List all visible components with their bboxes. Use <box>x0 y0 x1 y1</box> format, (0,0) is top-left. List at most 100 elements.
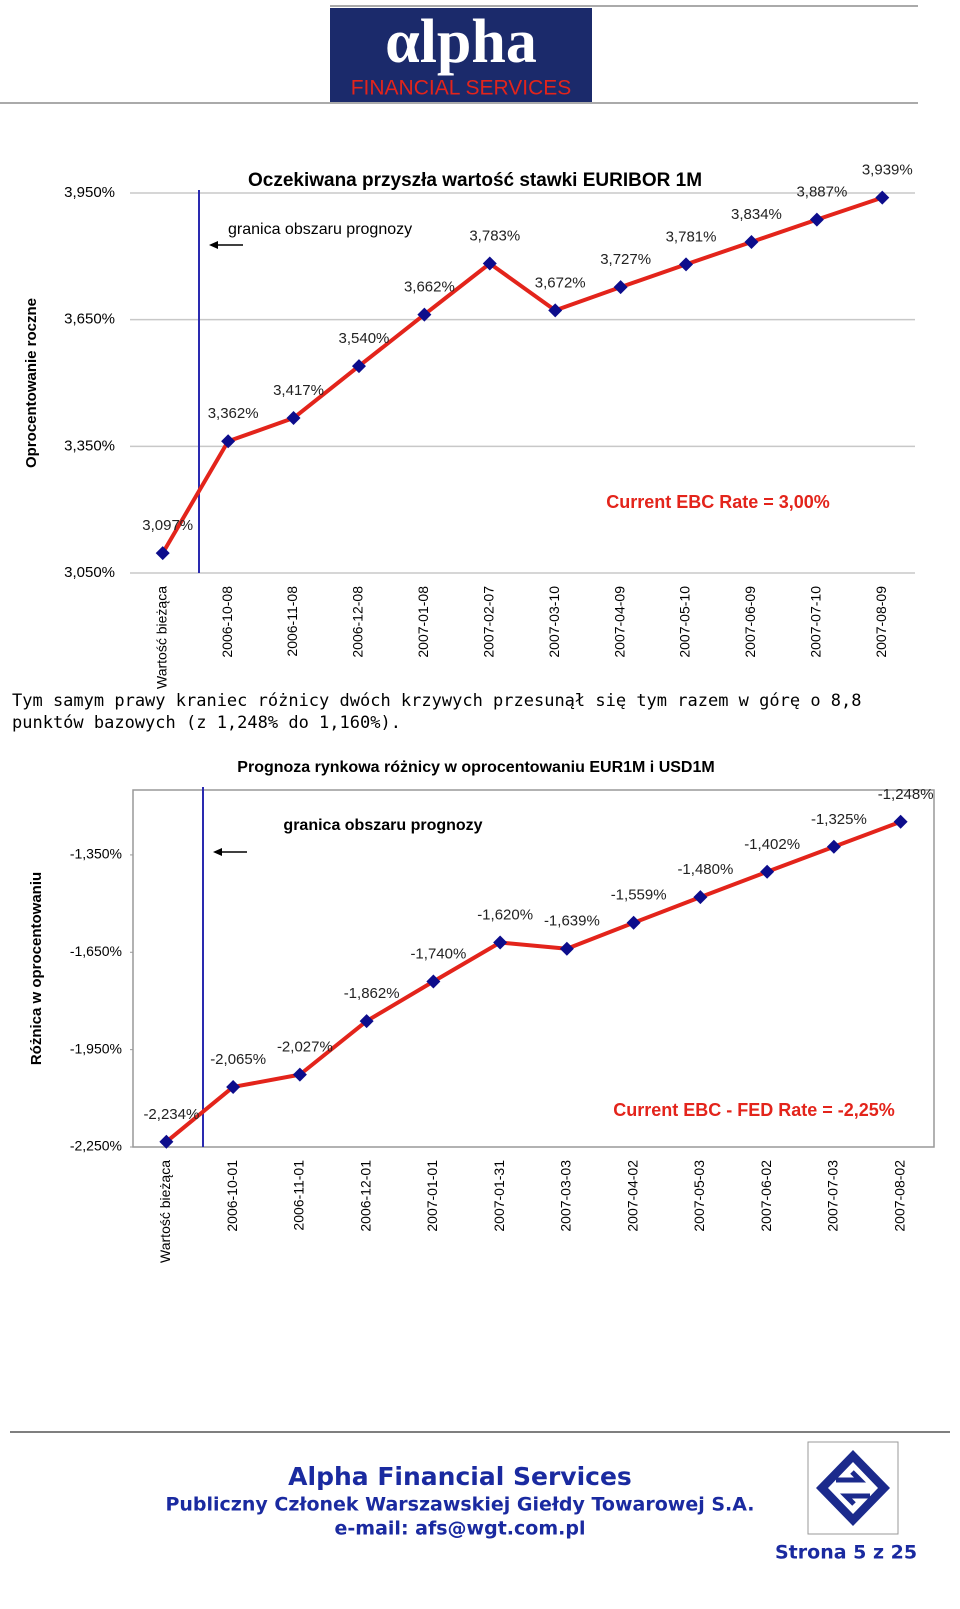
data-point <box>155 546 170 561</box>
y-tick-label: 3,950% <box>64 184 115 201</box>
data-point <box>351 359 366 374</box>
arrow-head <box>213 848 222 856</box>
chart-title: Prognoza rynkowa różnicy w oprocentowani… <box>237 759 714 776</box>
y-tick-label: -1,650% <box>70 943 122 959</box>
data-point <box>613 280 628 295</box>
data-label: 3,783% <box>469 227 520 244</box>
data-line <box>160 195 883 555</box>
data-label: 3,417% <box>273 382 324 399</box>
data-point <box>159 1134 174 1149</box>
data-point <box>292 1067 307 1082</box>
data-label: 3,887% <box>796 184 847 201</box>
logo-box <box>330 8 592 102</box>
data-point <box>744 234 759 249</box>
y-axis-title: Oprocentowanie roczne <box>23 298 40 468</box>
data-label: -1,248% <box>878 786 934 803</box>
x-tick-label: 2007-05-03 <box>691 1160 707 1232</box>
x-tick-label: 2006-10-08 <box>219 586 235 658</box>
data-point <box>809 212 824 227</box>
x-tick-label: 2007-01-08 <box>415 586 431 658</box>
data-point <box>893 814 908 829</box>
data-point <box>286 411 301 426</box>
x-tick-label: 2007-01-01 <box>424 1160 440 1232</box>
data-label: 3,097% <box>142 517 193 534</box>
y-tick-label: -1,950% <box>70 1040 122 1056</box>
x-tick-label: Wartość bieżąca <box>153 586 169 689</box>
chart-title: Oczekiwana przyszła wartość stawki EURIB… <box>248 170 702 191</box>
y-tick-label: -2,250% <box>70 1138 122 1154</box>
data-label: 3,939% <box>862 162 913 179</box>
data-label: 3,834% <box>731 206 782 223</box>
x-tick-label: 2006-11-01 <box>291 1160 307 1231</box>
data-label: -2,234% <box>143 1106 199 1123</box>
data-point <box>482 256 497 271</box>
footer-member: Publiczny Członek Warszawskiej Giełdy To… <box>165 1494 754 1516</box>
x-tick-label: 2007-04-02 <box>624 1160 640 1232</box>
data-label: -1,620% <box>477 907 533 924</box>
x-tick-label: 2006-12-01 <box>357 1160 373 1232</box>
y-tick-label: 3,050% <box>64 564 115 581</box>
y-tick-label: 3,650% <box>64 311 115 328</box>
data-point <box>359 1014 374 1029</box>
data-label: -1,862% <box>344 985 400 1002</box>
y-tick-label: -1,350% <box>70 846 122 862</box>
data-label: 3,540% <box>339 330 390 347</box>
data-point <box>559 941 574 956</box>
data-label: -1,559% <box>611 887 667 904</box>
x-tick-label: 2007-01-31 <box>491 1160 507 1232</box>
page-number: Strona 5 z 25 <box>775 1542 917 1564</box>
data-label: -1,325% <box>811 811 867 828</box>
data-point <box>826 839 841 854</box>
data-line <box>165 819 902 1144</box>
logo-text: αlpha <box>385 8 537 76</box>
footer-logo <box>807 1441 899 1535</box>
annotation: granica obszaru prognozy <box>283 817 482 834</box>
data-label: -1,740% <box>410 945 466 962</box>
x-tick-label: 2007-07-03 <box>825 1160 841 1232</box>
x-tick-label: 2007-03-10 <box>546 586 562 658</box>
x-tick-label: 2007-02-07 <box>480 586 496 658</box>
data-label: 3,662% <box>404 279 455 296</box>
data-label: -1,480% <box>677 861 733 878</box>
x-tick-label: 2007-08-09 <box>873 586 889 658</box>
x-tick-label: 2007-04-09 <box>611 586 627 658</box>
x-tick-label: 2007-05-10 <box>677 586 693 658</box>
annotation: granica obszaru prognozy <box>228 221 412 238</box>
data-point <box>221 434 236 449</box>
annotation: Current EBC Rate = 3,00% <box>606 492 830 512</box>
data-point <box>548 303 563 318</box>
x-tick-label: 2007-07-10 <box>808 586 824 658</box>
footer-company: Alpha Financial Services <box>288 1462 632 1491</box>
x-tick-label: 2007-06-02 <box>758 1160 774 1232</box>
data-label: -1,402% <box>744 836 800 853</box>
logo-subtitle: FINANCIAL SERVICES <box>351 77 572 100</box>
data-point <box>679 257 694 272</box>
data-point <box>493 935 508 950</box>
paragraph: Tym samym prawy kraniec różnicy dwóch kr… <box>12 691 862 733</box>
data-point <box>693 890 708 905</box>
x-tick-label: 2007-03-03 <box>558 1160 574 1232</box>
data-label: -2,027% <box>277 1039 333 1056</box>
y-axis-title: Różnica w oprocentowaniu <box>28 872 45 1065</box>
data-label: 3,672% <box>535 274 586 291</box>
annotation: Current EBC - FED Rate = -2,25% <box>613 1100 895 1120</box>
data-label: -1,639% <box>544 913 600 930</box>
data-label: 3,727% <box>600 251 651 268</box>
data-label: 3,362% <box>208 405 259 422</box>
data-label: 3,781% <box>666 228 717 245</box>
data-label: -2,065% <box>210 1051 266 1068</box>
footer-email: e-mail: afs@wgt.com.pl <box>335 1518 586 1540</box>
y-tick-label: 3,350% <box>64 437 115 454</box>
x-tick-label: Wartość bieżąca <box>157 1160 173 1263</box>
plot-border <box>132 789 935 1148</box>
arrow-head <box>209 241 218 249</box>
x-tick-label: 2006-11-08 <box>284 586 300 657</box>
data-point <box>426 974 441 989</box>
data-point <box>760 864 775 879</box>
data-point <box>417 307 432 322</box>
data-point <box>226 1079 241 1094</box>
x-tick-label: 2007-06-09 <box>742 586 758 658</box>
x-tick-label: 2006-12-08 <box>350 586 366 658</box>
